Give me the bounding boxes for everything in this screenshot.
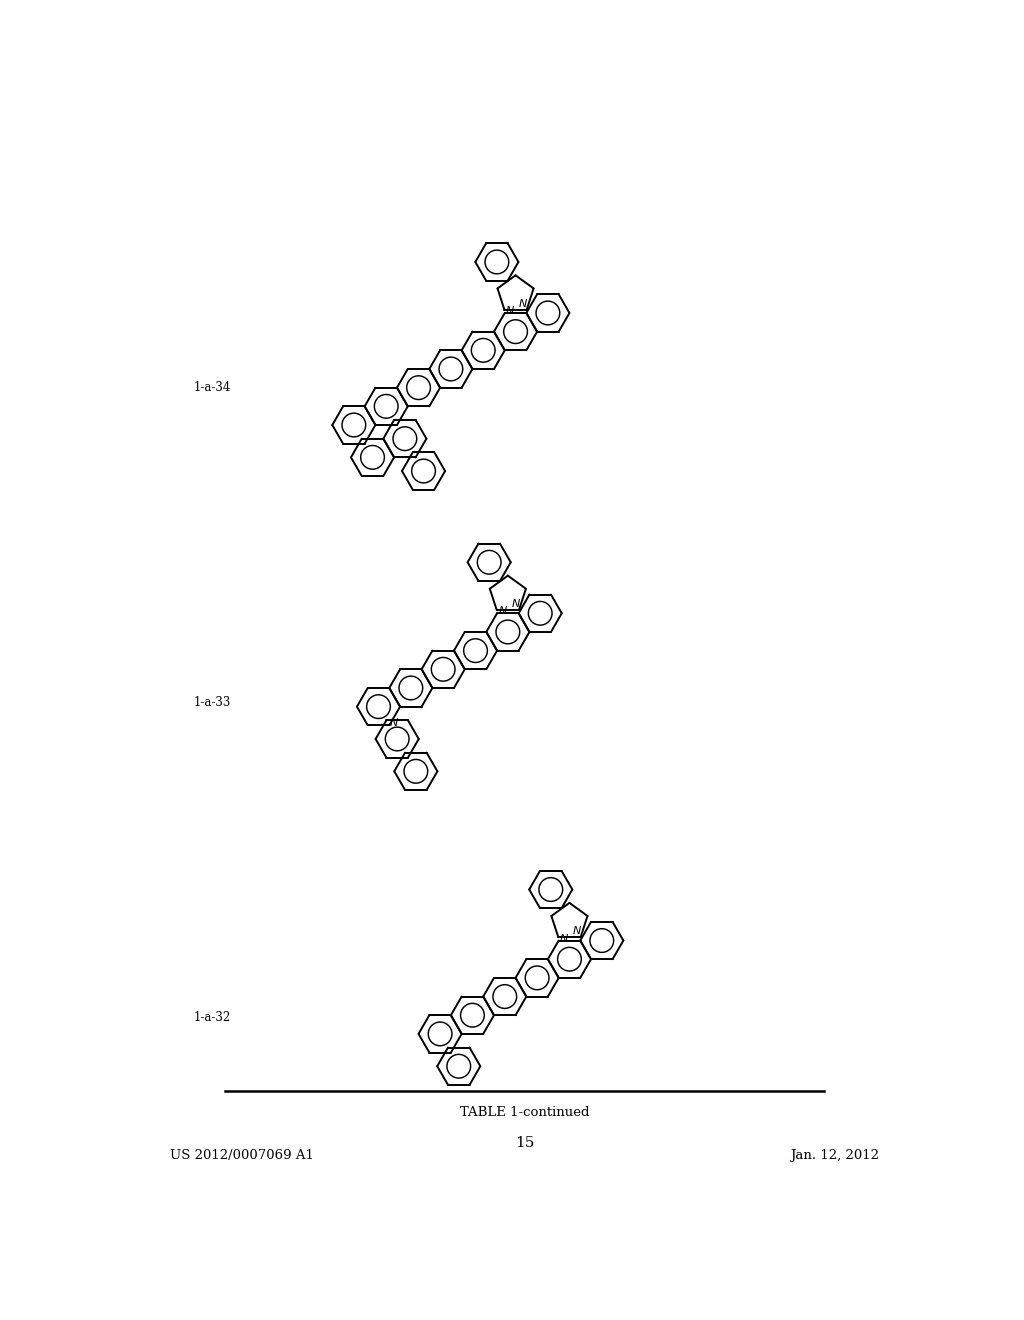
Text: US 2012/0007069 A1: US 2012/0007069 A1	[170, 1150, 314, 1163]
Text: N: N	[560, 933, 568, 944]
Text: 1-a-33: 1-a-33	[194, 696, 231, 709]
Text: N: N	[511, 599, 519, 609]
Text: N: N	[499, 606, 507, 616]
Text: 1-a-32: 1-a-32	[194, 1011, 230, 1024]
Text: N: N	[506, 306, 514, 315]
Text: TABLE 1-continued: TABLE 1-continued	[460, 1106, 590, 1118]
Text: N: N	[390, 718, 398, 727]
Text: 1-a-34: 1-a-34	[194, 380, 231, 393]
Text: 15: 15	[515, 1137, 535, 1150]
Text: N: N	[519, 298, 527, 309]
Text: N: N	[572, 927, 582, 936]
Text: Jan. 12, 2012: Jan. 12, 2012	[791, 1150, 880, 1163]
